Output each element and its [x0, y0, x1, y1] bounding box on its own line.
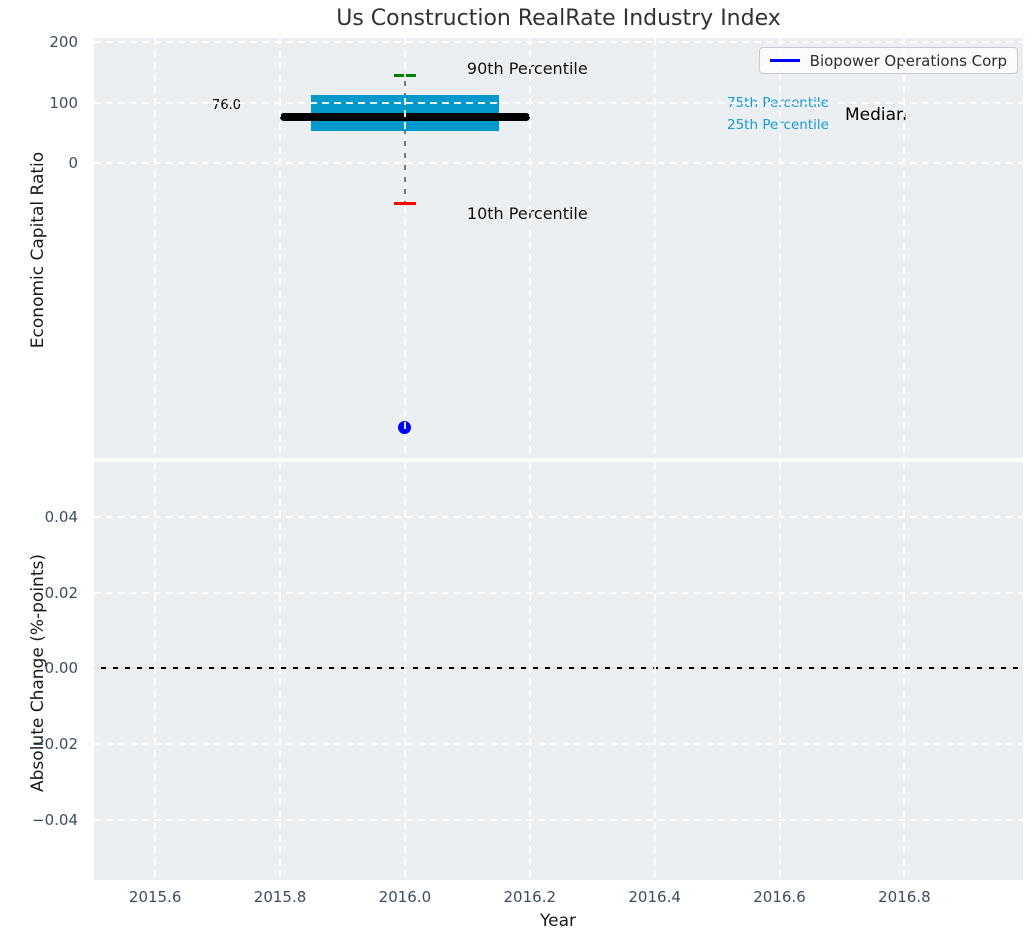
x-tick-label: 2015.6 [115, 888, 195, 906]
horizontal-gridline [94, 102, 1023, 104]
bottom-plot-area [94, 462, 1023, 880]
y-tick-label: 0.02 [22, 584, 78, 602]
vertical-gridline [779, 462, 781, 880]
y-tick-label: 100 [22, 94, 78, 112]
x-tick-label: 2015.8 [240, 888, 320, 906]
y-tick-label: −0.02 [22, 735, 78, 753]
legend-line-icon [770, 59, 800, 62]
vertical-gridline [654, 462, 656, 880]
p90-annotation: 90th Percentile [467, 59, 588, 78]
x-tick-label: 2016.8 [864, 888, 944, 906]
vertical-gridline [903, 462, 905, 880]
chart-title: Us Construction RealRate Industry Index [94, 6, 1023, 31]
vertical-gridline [154, 462, 156, 880]
horizontal-gridline [94, 819, 1023, 821]
vertical-gridline [404, 462, 406, 880]
legend: Biopower Operations Corp [759, 47, 1018, 74]
median-value-annotation: 76.0 [212, 98, 241, 113]
vertical-gridline [279, 462, 281, 880]
horizontal-gridline [94, 516, 1023, 518]
y-tick-label: 0 [22, 154, 78, 172]
y-tick-label: −0.04 [22, 811, 78, 829]
p10-annotation: 10th Percentile [467, 204, 588, 223]
figure: Us Construction RealRate Industry Index … [0, 0, 1034, 942]
legend-label: Biopower Operations Corp [810, 52, 1007, 70]
median-label-annotation: Median [845, 105, 907, 125]
x-tick-label: 2016.0 [365, 888, 445, 906]
horizontal-gridline [94, 592, 1023, 594]
x-tick-label: 2016.6 [740, 888, 820, 906]
horizontal-gridline [94, 667, 1023, 669]
y-tick-label: 0.00 [22, 659, 78, 677]
horizontal-gridline [94, 743, 1023, 745]
horizontal-gridline [94, 41, 1023, 43]
vertical-gridline [529, 462, 531, 880]
x-tick-label: 2016.2 [490, 888, 570, 906]
y-tick-label: 200 [22, 33, 78, 51]
y-tick-label: 0.04 [22, 508, 78, 526]
x-tick-label: 2016.4 [615, 888, 695, 906]
x-axis-label: Year [508, 911, 608, 931]
horizontal-gridline [94, 162, 1023, 164]
